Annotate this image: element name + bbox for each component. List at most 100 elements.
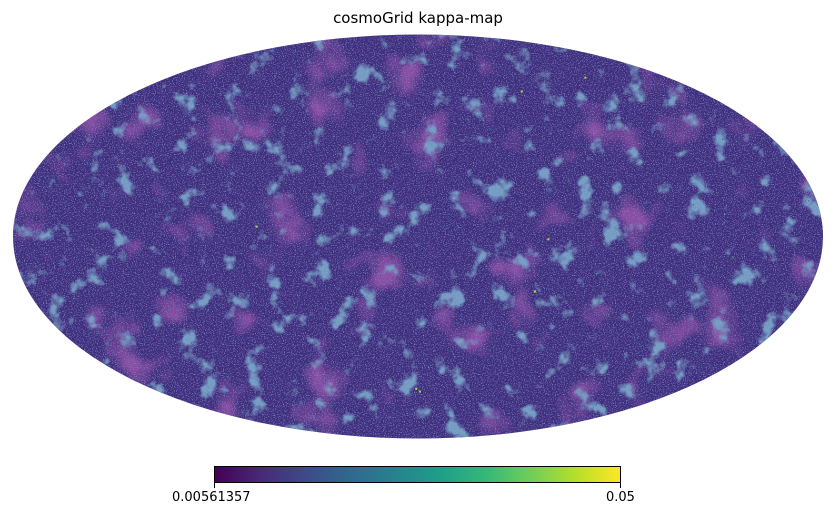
hotspot-pixel [368, 344, 370, 346]
hotspot-pixel [751, 232, 753, 234]
hotspot-pixel [740, 253, 742, 255]
hotspot-pixel [637, 334, 639, 337]
hotspot-pixel [396, 163, 398, 165]
hotspot-pixel [546, 292, 548, 294]
hotspot-pixel [708, 156, 710, 158]
hotspot-pixel [294, 52, 296, 54]
hotspot-pixel [228, 322, 230, 324]
hotspot-pixel [87, 329, 89, 331]
hotspot-pixel [256, 212, 258, 214]
hotspot-pixel [327, 423, 329, 426]
hotspot-pixel [487, 112, 489, 114]
hotspot-pixel [451, 135, 453, 137]
hotspot-pixel [428, 268, 430, 270]
hotspot-pixel [251, 404, 253, 406]
hotspot-pixel [489, 160, 491, 162]
hotspot-pixel [736, 140, 738, 142]
hotspot-pixel [212, 391, 214, 393]
hotspot-pixel [76, 259, 78, 261]
hotspot-pixel [706, 170, 708, 172]
hotspot-pixel [525, 42, 527, 44]
hotspot-pixel [651, 324, 653, 326]
hotspot-pixel [555, 61, 557, 63]
hotspot-pixel [418, 390, 421, 393]
hotspot-pixel [488, 127, 490, 130]
hotspot-pixel [484, 394, 486, 396]
hotspot-pixel [442, 314, 444, 317]
hotspot-pixel [467, 116, 469, 119]
hotspot-pixel [48, 183, 50, 185]
hotspot-pixel [753, 337, 755, 339]
hotspot-pixel [527, 157, 529, 159]
hotspot-pixel [228, 335, 230, 337]
hotspot-pixel [274, 306, 276, 308]
hotspot-pixel [219, 93, 221, 95]
hotspot-pixel [762, 137, 764, 139]
hotspot-pixel [530, 62, 532, 64]
hotspot-pixel [248, 123, 250, 125]
hotspot-pixel [454, 165, 456, 167]
hotspot-pixel [401, 82, 403, 84]
hotspot-pixel [270, 246, 272, 248]
hotspot-pixel [379, 275, 382, 277]
hotspot-pixel [373, 357, 375, 359]
hotspot-pixel [682, 122, 684, 125]
hotspot-pixel [543, 113, 545, 115]
hotspot-pixel [175, 281, 177, 283]
hotspot-pixel [429, 372, 431, 374]
hotspot-pixel [410, 409, 412, 411]
hotspot-pixel [415, 387, 418, 390]
hotspot-pixel [639, 346, 641, 348]
hotspot-pixel [608, 355, 610, 357]
hotspot-pixel [722, 138, 724, 140]
hotspot-pixel [340, 418, 342, 420]
hotspot-pixel [636, 361, 638, 363]
hotspot-pixel [415, 438, 417, 439]
hotspot-pixel [647, 242, 649, 245]
hotspot-pixel [567, 207, 569, 209]
hotspot-pixel [623, 216, 625, 218]
hotspot-pixel [499, 361, 501, 363]
hotspot-pixel [462, 236, 464, 238]
hotspot-pixel [345, 232, 347, 234]
hotspot-pixel [320, 276, 323, 278]
hotspot-pixel [467, 175, 469, 178]
hotspot-pixel [88, 332, 90, 334]
hotspot-pixel [587, 129, 589, 131]
hotspot-pixel [430, 144, 432, 146]
hotspot-pixel [674, 102, 677, 104]
hotspot-pixel [297, 359, 299, 361]
hotspot-pixel [123, 255, 125, 257]
hotspot-pixel [634, 240, 636, 242]
hotspot-pixel [279, 302, 281, 304]
hotspot-pixel [337, 203, 339, 205]
hotspot-pixel [353, 190, 355, 192]
hotspot-pixel [162, 249, 164, 251]
hotspot-pixel [667, 313, 669, 316]
hotspot-pixel [224, 190, 226, 192]
hotspot-pixel [144, 338, 146, 340]
hotspot-pixel [479, 247, 481, 250]
hotspot-pixel [616, 120, 618, 122]
hotspot-pixel [89, 211, 91, 213]
hotspot-pixel [637, 337, 639, 339]
hotspot-pixel [177, 326, 179, 328]
hotspot-pixel [351, 432, 353, 434]
hotspot-pixel [160, 154, 162, 156]
hotspot-pixel [209, 111, 211, 113]
hotspot-pixel [499, 423, 501, 425]
hotspot-pixel [611, 97, 613, 99]
hotspot-pixel [203, 123, 205, 125]
hotspot-pixel [584, 76, 587, 79]
hotspot-pixel [428, 366, 430, 368]
hotspot-pixel [509, 138, 511, 140]
hotspot-pixel [657, 176, 659, 178]
hotspot-pixel [682, 314, 684, 316]
hotspot-pixel [640, 301, 642, 303]
colorbar-min-label: 0.00561357 [172, 490, 251, 505]
hotspot-pixel [252, 104, 254, 106]
hotspot-pixel [690, 213, 693, 215]
hotspot-pixel [302, 101, 304, 103]
